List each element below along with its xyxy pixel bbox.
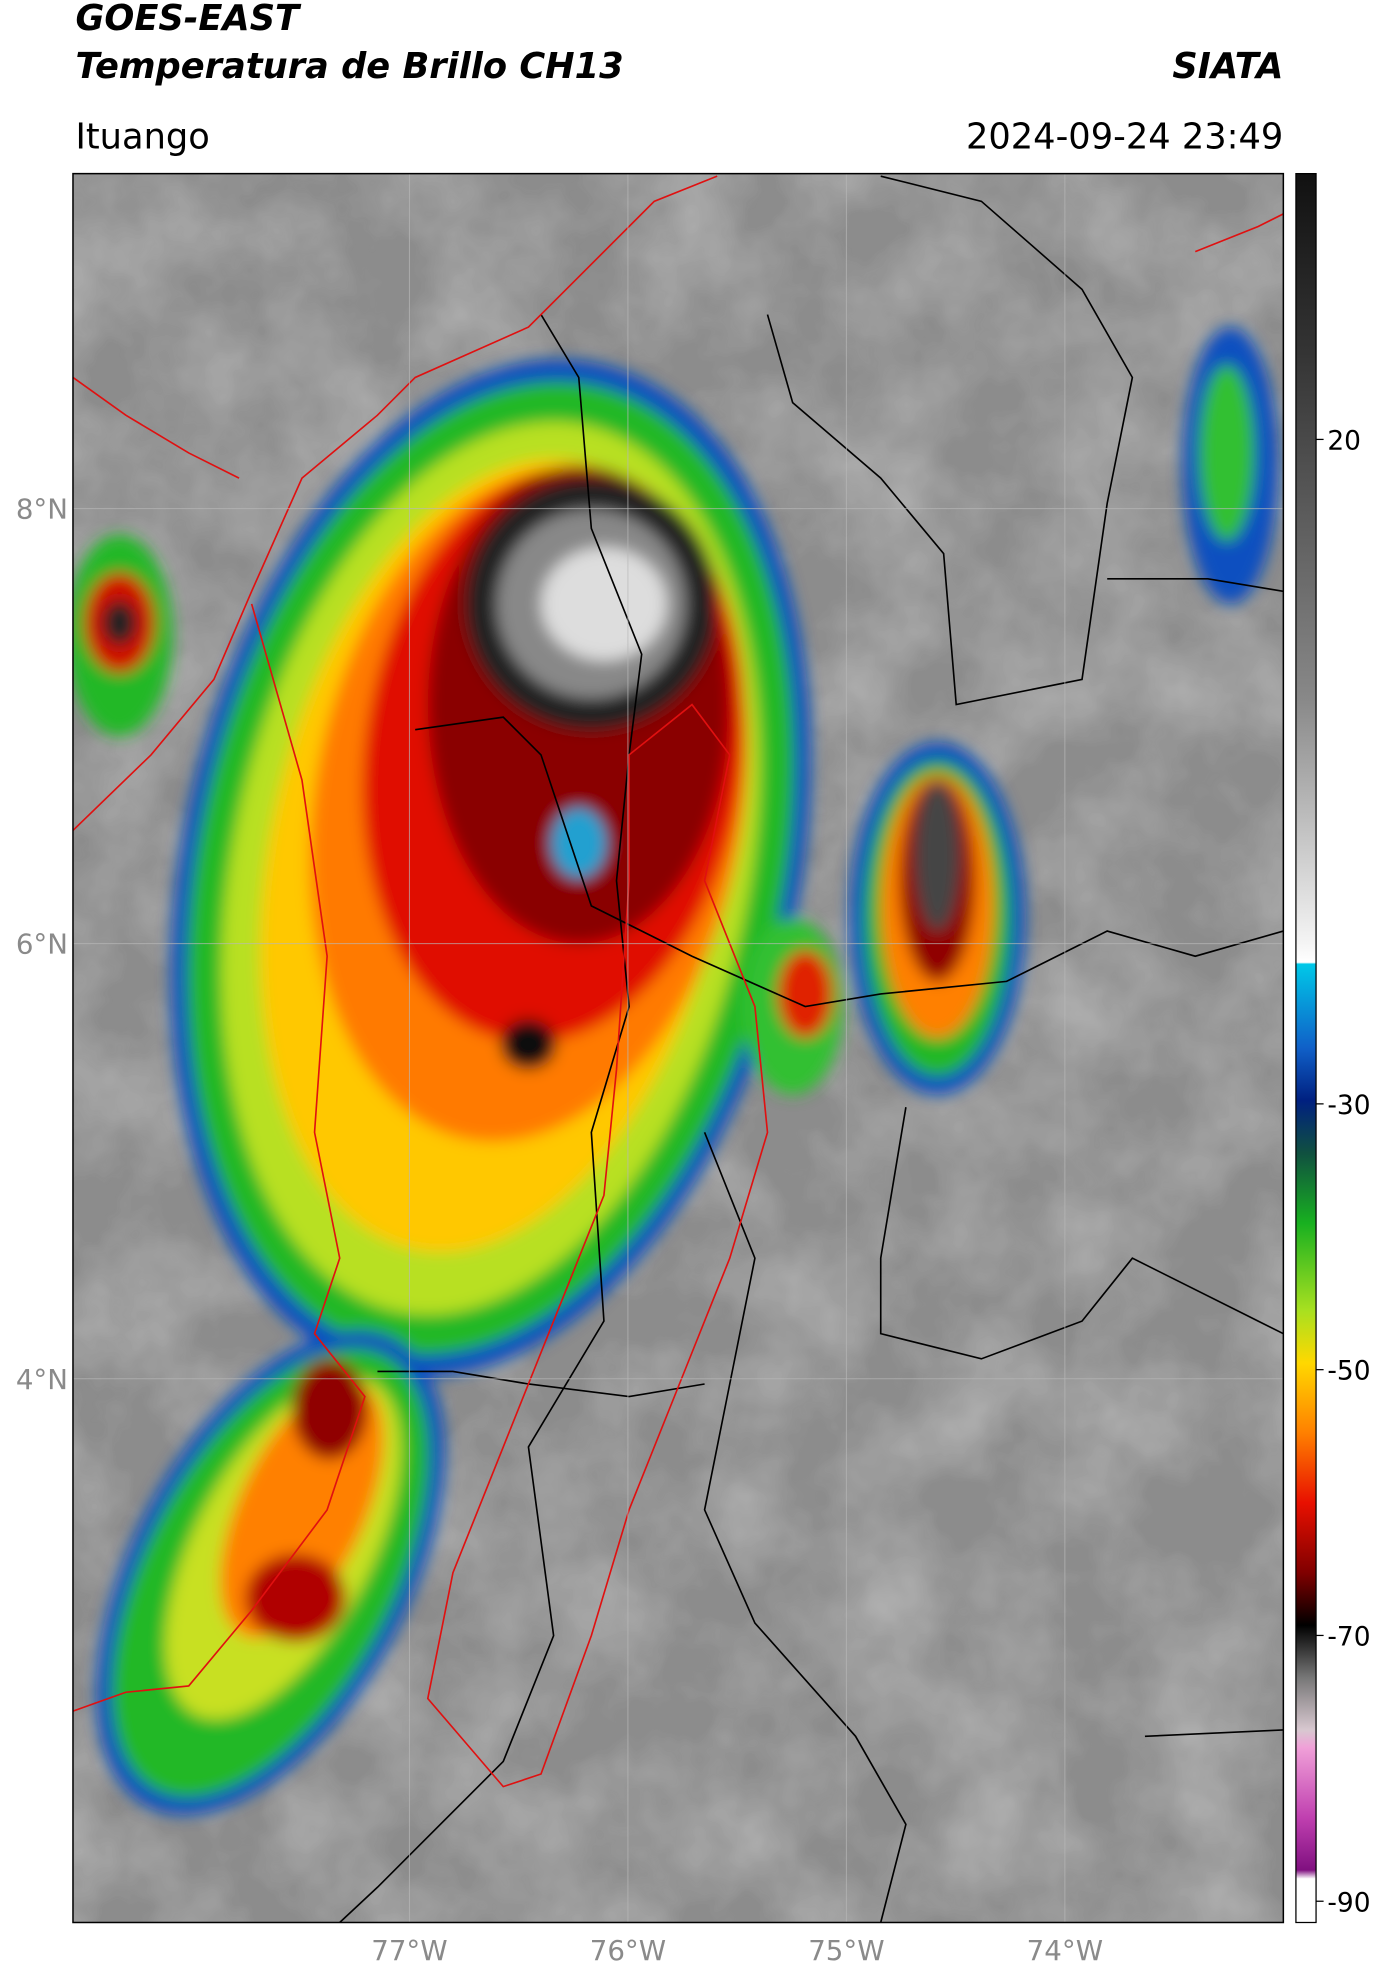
title: GOES-EAST: [75, 0, 302, 39]
lat-label: 8°N: [16, 493, 68, 526]
colorbar-label: 20: [1327, 425, 1361, 456]
borders: [72, 175, 1284, 1923]
lat-label: 6°N: [16, 928, 68, 961]
graticule: [72, 173, 1284, 1923]
lon-label: 77°W: [371, 1934, 447, 1967]
map-frame: [72, 172, 1285, 1924]
lon-label: 75°W: [808, 1934, 884, 1967]
lon-label: 76°W: [590, 1934, 666, 1967]
lon-label: 74°W: [1027, 1934, 1103, 1967]
satellite-image: [72, 173, 1284, 1923]
lat-label: 4°N: [16, 1363, 68, 1396]
source: SIATA: [1172, 46, 1283, 87]
colorbar: [1295, 172, 1317, 1924]
colorbar-label: -50: [1327, 1356, 1370, 1387]
colorbar-label: -90: [1327, 1887, 1370, 1918]
colorbar-label: -30: [1327, 1090, 1370, 1121]
subtitle: Temperatura de Brillo CH13: [75, 46, 623, 87]
datetime: 2024-09-24 23:49: [966, 116, 1283, 157]
location: Ituango: [75, 116, 209, 157]
colorbar-label: -70: [1327, 1622, 1370, 1653]
